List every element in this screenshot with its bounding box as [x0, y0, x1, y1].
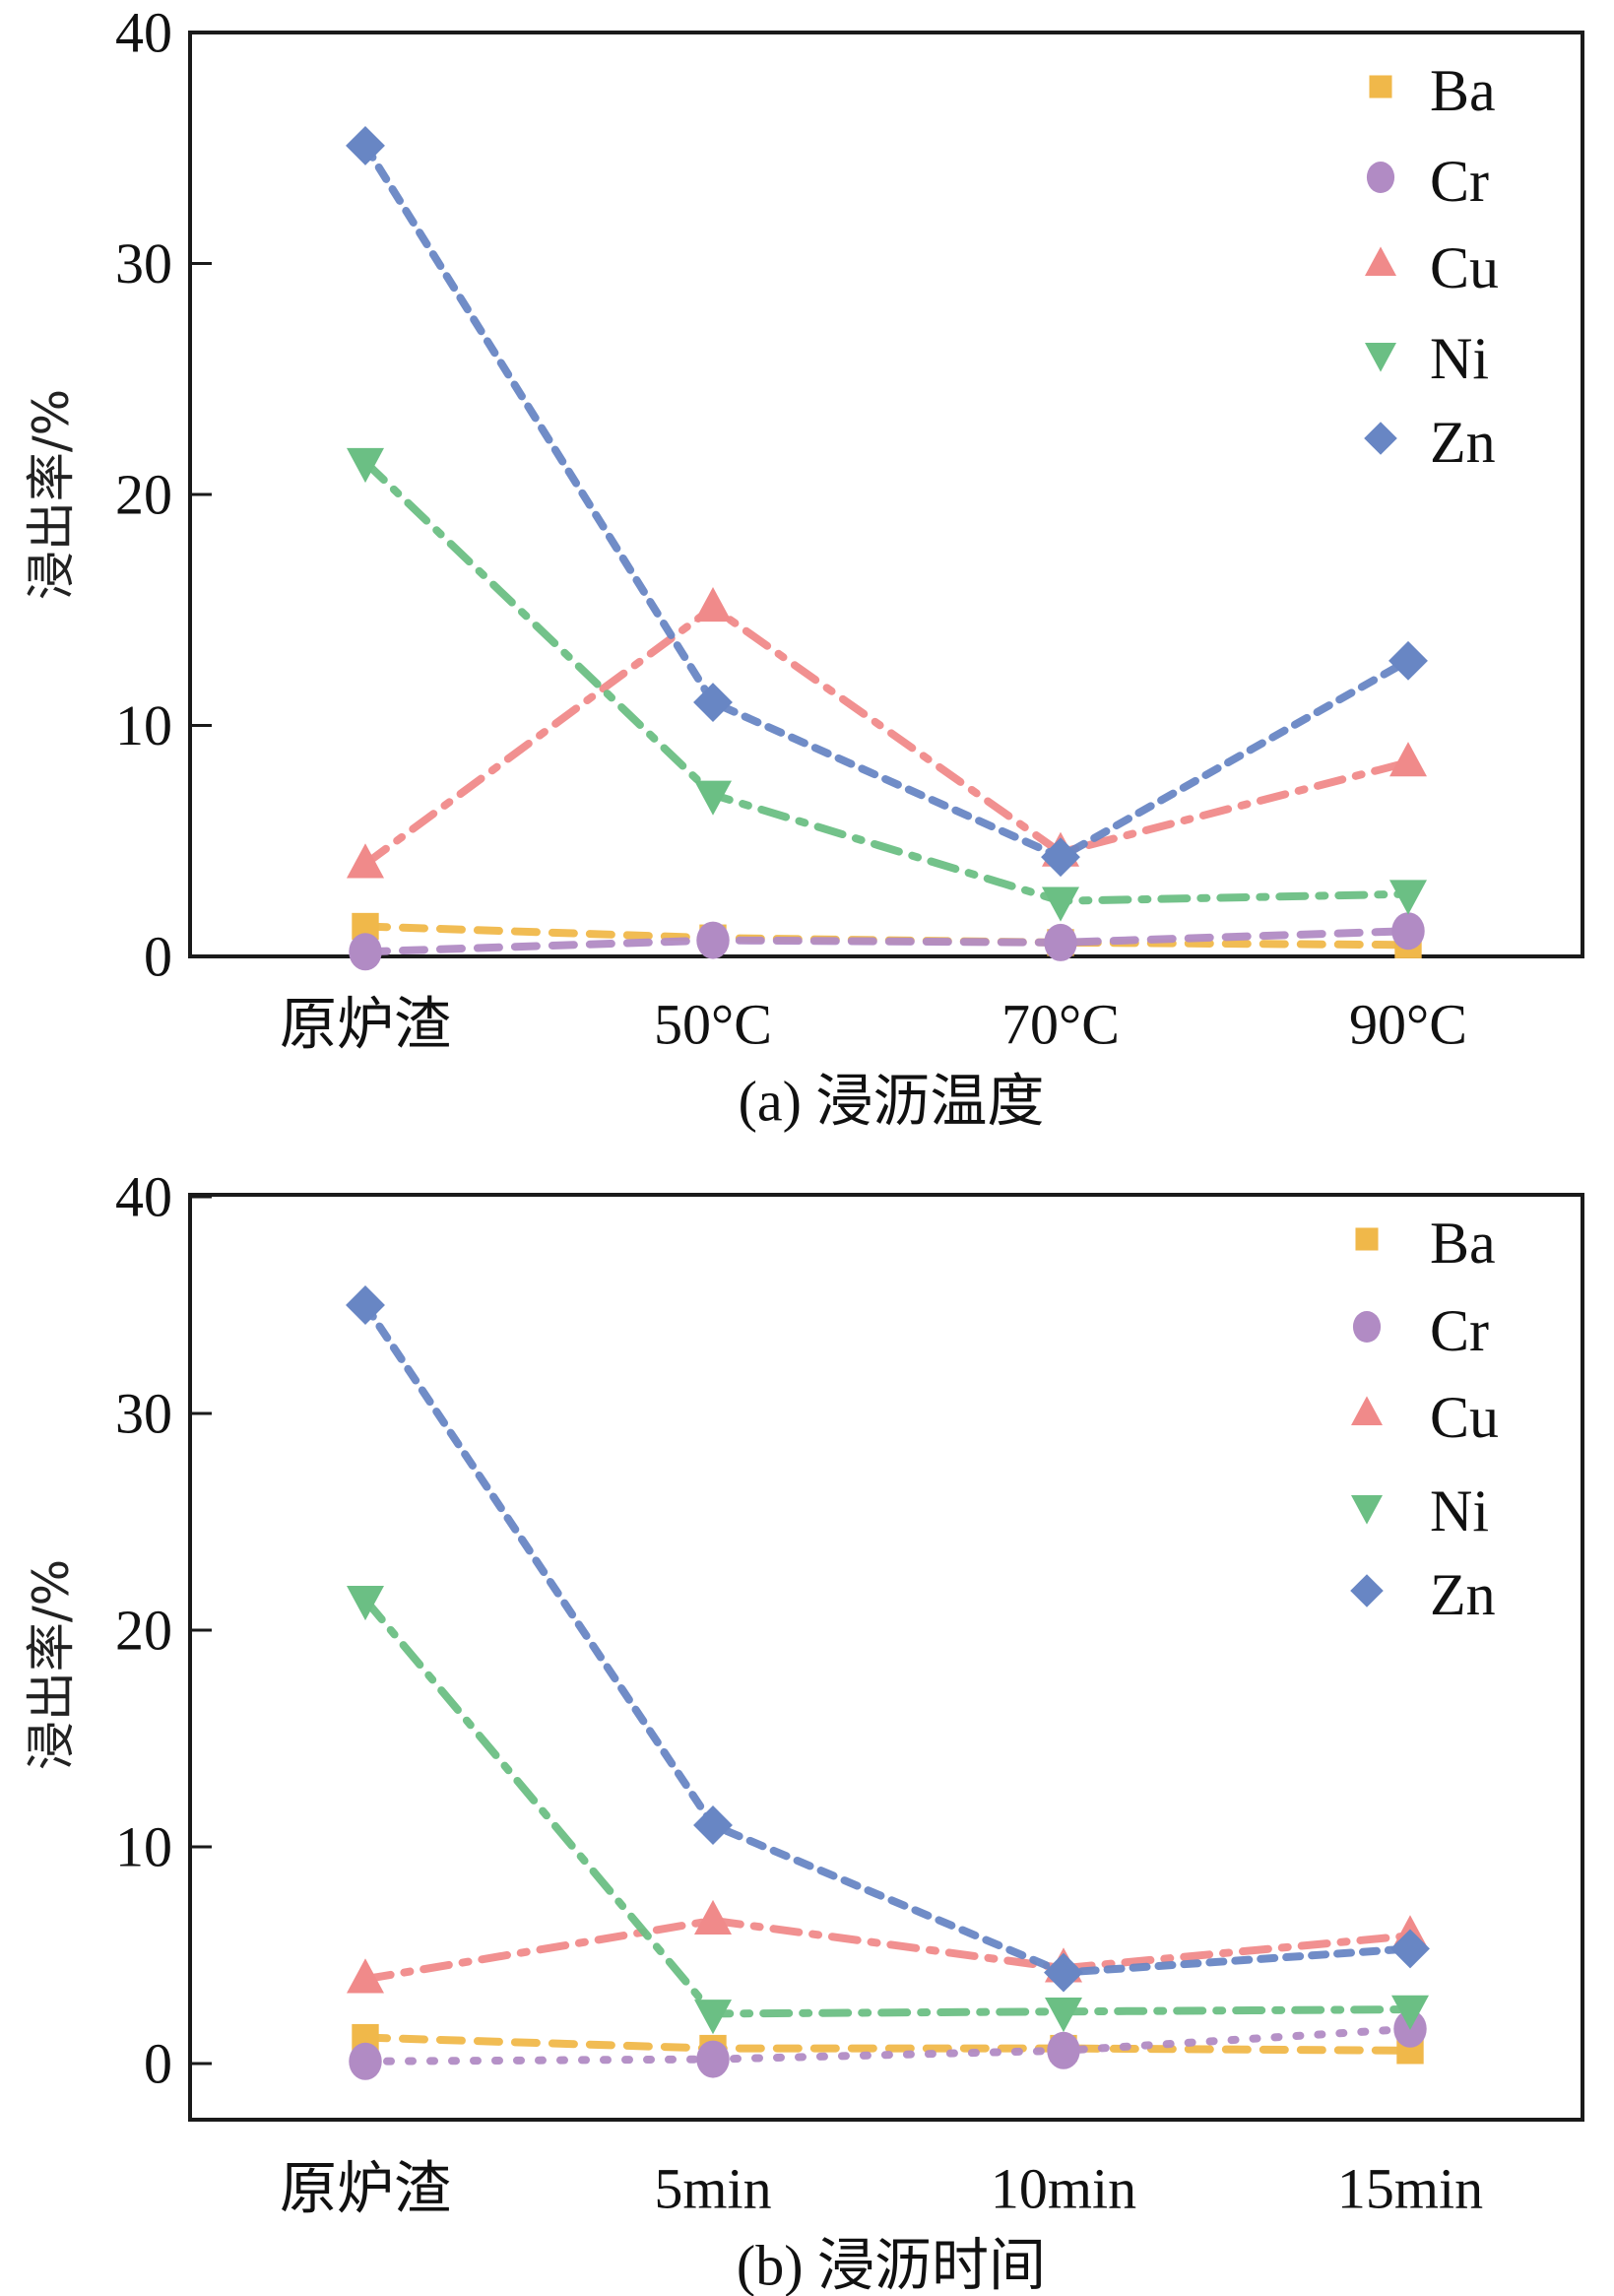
plot-frame — [188, 1193, 1584, 2122]
legend-label-zn: Zn — [1430, 410, 1496, 475]
data-point-zn — [693, 1805, 733, 1845]
data-point-cr — [349, 933, 382, 971]
legend-marker-cu — [1351, 1396, 1383, 1425]
legend-marker-ba — [1355, 1227, 1379, 1251]
data-point-ni — [1045, 1997, 1082, 2033]
data-point-cr — [1391, 912, 1425, 951]
series-line-ni — [361, 1596, 1414, 2018]
legend-label-zn: Zn — [1430, 1562, 1496, 1627]
legend-label-ba: Ba — [1430, 58, 1496, 123]
data-point-ni — [1391, 1995, 1429, 2030]
data-point-cr — [1044, 923, 1077, 961]
series-line-cr — [361, 927, 1412, 956]
data-point-ni — [1389, 880, 1427, 915]
chart-caption: (b) 浸沥时间 — [737, 2234, 1046, 2296]
x-tick-label: 90°C — [1349, 993, 1467, 1057]
series-line-cu — [361, 602, 1412, 869]
chart-panel-b: 0 10 20 30 40 浸出率/% 原炉渣 5min 10min 15min (b) 浸沥时间 B… — [23, 1165, 1584, 2296]
data-point-ni — [347, 1585, 384, 1621]
x-tick-label: 70°C — [1001, 993, 1120, 1057]
data-point-zn — [1041, 837, 1080, 878]
data-point-zn — [1044, 1952, 1083, 1993]
y-tick-label: 30 — [115, 1382, 172, 1446]
data-point-ni — [694, 2000, 732, 2035]
data-point-ni — [694, 780, 732, 816]
data-point-zn — [1390, 1929, 1430, 1969]
legend-marker-cr — [1352, 1311, 1382, 1343]
series-line-cr — [361, 2024, 1414, 2066]
legend-marker-zn — [1364, 422, 1397, 455]
series-line-zn — [361, 141, 1412, 862]
legend-label-cu: Cu — [1430, 235, 1499, 300]
legend-marker-cu — [1365, 246, 1396, 276]
data-point-cu — [347, 1958, 384, 1994]
data-point-cu — [694, 587, 732, 623]
legend-label-ba: Ba — [1430, 1211, 1496, 1276]
data-point-cu — [347, 843, 384, 879]
x-tick-label: 10min — [991, 2157, 1136, 2221]
series-line-ni — [361, 458, 1412, 905]
y-tick-label: 10 — [115, 693, 172, 757]
legend-marker-zn — [1350, 1574, 1384, 1607]
legend-label-ni: Ni — [1430, 1478, 1489, 1543]
y-tick-label: 10 — [115, 1815, 172, 1879]
y-tick-label: 0 — [144, 925, 172, 989]
x-tick-label: 15min — [1337, 2157, 1483, 2221]
legend-marker-cr — [1366, 162, 1395, 193]
y-axis-label: 浸出率/% — [23, 1559, 80, 1770]
data-point-cu — [694, 1899, 732, 1935]
legend-label-ni: Ni — [1430, 326, 1489, 391]
y-tick-label: 30 — [115, 231, 172, 295]
legend-label-cr: Cr — [1430, 1298, 1489, 1363]
x-tick-label: 50°C — [654, 993, 772, 1057]
y-axis-label: 浸出率/% — [23, 389, 80, 600]
data-point-ni — [1042, 886, 1079, 922]
legend-marker-ni — [1351, 1495, 1383, 1525]
series-line-ba — [361, 2033, 1414, 2055]
y-tick-label: 0 — [144, 2032, 172, 2096]
x-tick-label: 原炉渣 — [280, 2157, 451, 2221]
data-point-ni — [347, 447, 384, 484]
legend-marker-ba — [1369, 75, 1392, 98]
x-tick-label: 5min — [654, 2157, 771, 2221]
legend-label-cu: Cu — [1430, 1385, 1499, 1450]
data-point-zn — [346, 125, 385, 165]
chart-caption: (a) 浸沥温度 — [739, 1070, 1045, 1134]
y-tick-label: 40 — [115, 1, 172, 65]
data-point-zn — [346, 1285, 385, 1325]
data-point-zn — [693, 683, 733, 722]
data-point-cr — [696, 921, 730, 959]
x-tick-label: 原炉渣 — [280, 993, 451, 1057]
legend-label-cr: Cr — [1430, 149, 1489, 214]
y-tick-label: 20 — [115, 463, 172, 527]
series-line-cu — [361, 1916, 1414, 1984]
series-line-zn — [361, 1301, 1414, 1977]
data-point-cr — [696, 2040, 730, 2078]
data-point-zn — [1388, 640, 1428, 681]
data-point-cr — [349, 2042, 382, 2080]
chart-panel-a: 0 10 20 30 40 浸出率/% 原炉渣 50°C 70°C 90°C (a) 浸沥温度 Ba C… — [23, 1, 1584, 1134]
y-tick-label: 40 — [115, 1165, 172, 1229]
data-point-cr — [1047, 2031, 1080, 2069]
data-point-cu — [1389, 742, 1427, 777]
legend-marker-ni — [1365, 343, 1396, 372]
y-tick-label: 20 — [115, 1599, 172, 1663]
